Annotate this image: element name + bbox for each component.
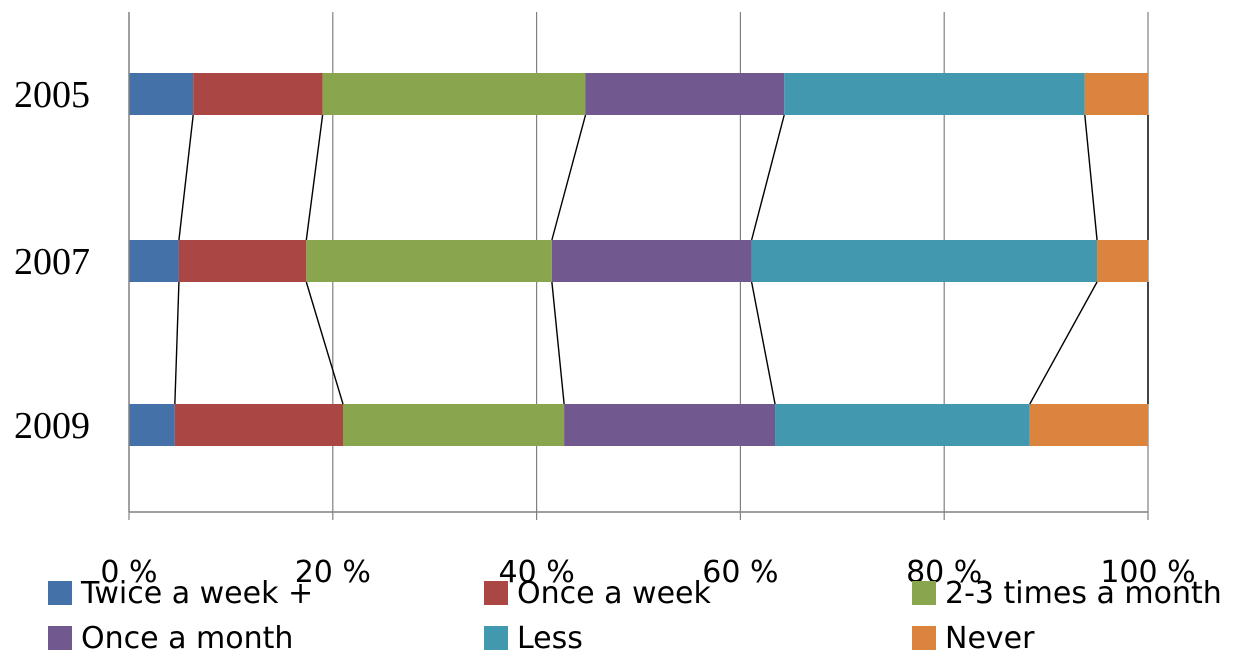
legend-label: 2-3 times a month [945,576,1222,611]
series-line [174,281,180,405]
bar-segment [1097,240,1148,282]
legend-swatch [484,626,508,650]
axes [128,12,1149,520]
series-line [178,114,194,241]
legend-label: Once a month [81,621,293,656]
legend-swatch [48,581,72,605]
bar-segment [306,240,552,282]
series-line [1029,281,1098,405]
series-line [551,281,565,405]
legend-label: Once a week [517,576,711,611]
bar-segment [775,404,1030,446]
series-line [551,114,587,241]
series-line [1084,114,1098,241]
legend-swatch [912,626,936,650]
bar-segment [551,240,752,282]
x-tick-label: 40 % [498,555,574,590]
category-label: 2009 [14,405,90,447]
legend-swatch [48,626,72,650]
bar-segment [751,240,1098,282]
bar-segment [564,404,776,446]
legend-label: Twice a week + [80,576,313,611]
series-line [305,114,324,241]
bar-segment [129,240,179,282]
x-tick-label: 20 % [295,555,371,590]
series-line [750,114,785,241]
bar-segment [322,73,586,115]
bar-segment [1084,73,1148,115]
bar-segment [585,73,785,115]
legend-label: Never [945,621,1035,656]
series-connector-lines [174,114,1149,405]
bar-segment [342,404,565,446]
bar-segments [129,73,1148,446]
bar-segment [1029,404,1148,446]
legend: Twice a week + Once a week 2-3 times a mon… [48,576,1222,656]
legend-swatch [912,581,936,605]
category-label: 2005 [14,74,90,116]
series-line [305,281,344,405]
legend-swatch [484,581,508,605]
category-label: 2007 [14,241,90,283]
x-tick-label: 100 % [1100,555,1195,590]
bar-segment [129,73,194,115]
bar-segment [129,404,175,446]
x-tick-label: 60 % [702,555,778,590]
x-tick-label: 0 % [100,555,157,590]
series-line [750,281,776,405]
bar-segment [784,73,1085,115]
legend-label: Less [517,621,583,656]
bar-segment [174,404,343,446]
category-labels: 2005 2007 2009 [14,74,90,447]
bar-segment [178,240,307,282]
bar-segment [193,73,323,115]
